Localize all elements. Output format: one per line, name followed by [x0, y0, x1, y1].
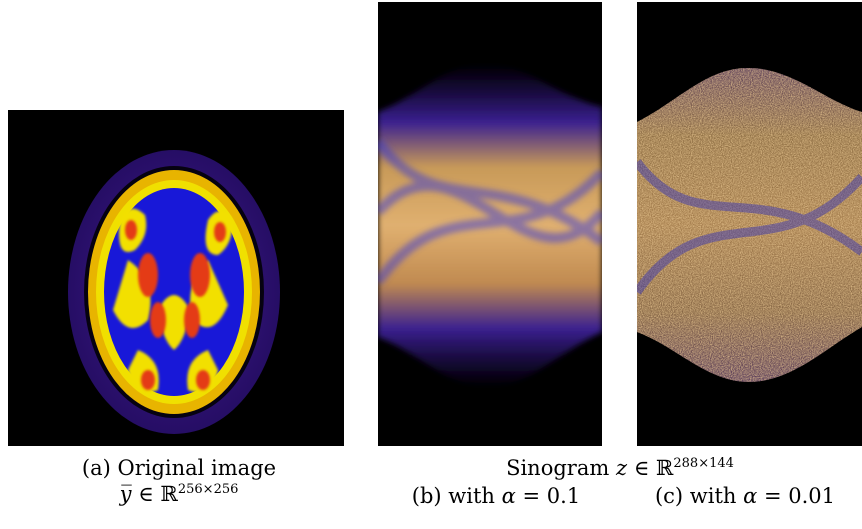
alpha-symbol-c: α [743, 484, 757, 508]
caption-a-set: ∈ ℝ [138, 482, 178, 506]
sinogram-noisy-image [637, 2, 862, 446]
sinogram-set: ∈ ℝ [634, 456, 674, 480]
alpha-symbol-b: α [502, 484, 516, 508]
sinogram-exponent: 288×144 [673, 456, 734, 471]
caption-b-prefix: (b) with [412, 484, 495, 508]
sinogram-alpha-0-1 [378, 2, 602, 446]
caption-b-value: = 0.1 [523, 484, 581, 508]
caption-c-value: = 0.01 [764, 484, 835, 508]
sinogram-label: Sinogram [506, 456, 609, 480]
y-bar-symbol: y̅ [120, 482, 132, 506]
caption-a: (a) Original image y̅ ∈ ℝ256×256 [22, 455, 336, 507]
sinogram-header: Sinogram z ∈ ℝ288×144 [450, 455, 790, 481]
caption-c-prefix: (c) with [655, 484, 736, 508]
brain-pet-image [8, 110, 344, 446]
caption-a-line2: y̅ ∈ ℝ256×256 [22, 481, 336, 507]
original-brain-image [8, 110, 344, 446]
caption-b: (b) with α = 0.1 [386, 483, 606, 509]
caption-a-exponent: 256×256 [178, 482, 239, 497]
z-symbol: z [616, 456, 627, 480]
caption-a-line1: (a) Original image [22, 455, 336, 481]
sinogram-smooth-image [378, 2, 602, 446]
caption-c: (c) with α = 0.01 [630, 483, 860, 509]
sinogram-alpha-0-01 [637, 2, 862, 446]
